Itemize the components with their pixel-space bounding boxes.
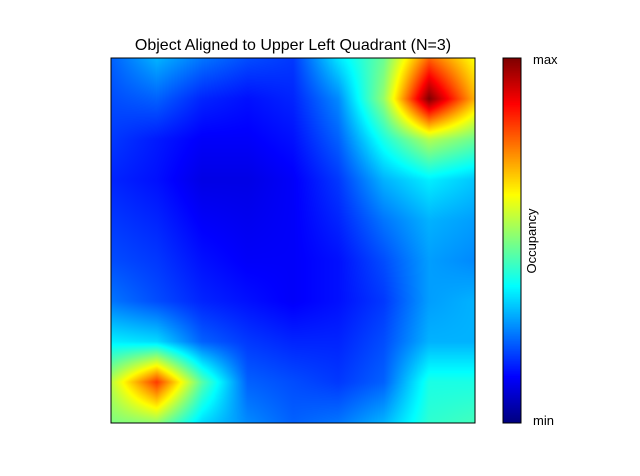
heatmap-image [111, 58, 475, 423]
heatmap-frame [110, 57, 476, 424]
colorbar-max-label: max [533, 52, 558, 67]
colorbar-axis-label: Occupancy [524, 208, 539, 274]
colorbar-min-label: min [533, 413, 554, 428]
colorbar-frame [502, 57, 522, 424]
chart-title: Object Aligned to Upper Left Quadrant (N… [135, 37, 451, 54]
colorbar-gradient [503, 58, 521, 423]
